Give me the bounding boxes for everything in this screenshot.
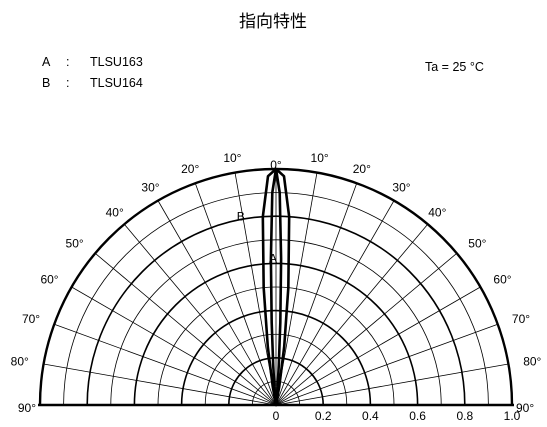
angle-label-right-20: 20° xyxy=(353,162,371,176)
chart-title: 指向特性 xyxy=(239,12,307,32)
angle-label-left-70: 70° xyxy=(22,312,40,326)
angle-line-60 xyxy=(275,286,481,406)
angle-label-right-30: 30° xyxy=(392,181,410,195)
polar-grid xyxy=(38,167,514,407)
angle-label-right-10: 10° xyxy=(311,151,329,165)
angle-line-50 xyxy=(275,252,458,406)
angle-label-right-80: 80° xyxy=(523,354,541,368)
angle-line-m40 xyxy=(123,223,277,406)
angle-line-m50 xyxy=(94,252,277,406)
angle-label-right-50: 50° xyxy=(468,237,486,251)
legend-name-b: TLSU164 xyxy=(90,76,143,90)
angle-label-left-60: 60° xyxy=(40,273,58,287)
angle-label-0: 0° xyxy=(270,158,282,172)
legend-sep-b: : xyxy=(66,76,69,90)
axis-labels: 0° 10° 10° 20° 20° 30° 30° 40° 40° 50° 50° 60° 60° 70… xyxy=(11,151,542,423)
angle-label-left-20: 20° xyxy=(181,162,199,176)
angle-label-left-80: 80° xyxy=(11,354,29,368)
radial-tick-label-3: 0.6 xyxy=(409,409,426,423)
series-curves xyxy=(261,167,291,407)
curve-labels: AB xyxy=(237,210,277,266)
angle-line-40 xyxy=(275,223,429,406)
angle-label-left-40: 40° xyxy=(106,206,124,220)
radial-tick-label-2: 0.4 xyxy=(362,409,379,423)
legend-key-a: A xyxy=(42,55,51,69)
angle-label-left-10: 10° xyxy=(223,151,241,165)
legend-sep-a: : xyxy=(66,55,69,69)
angle-line-30 xyxy=(275,200,395,406)
legend-key-b: B xyxy=(42,76,50,90)
angle-line-m30 xyxy=(157,200,277,406)
angle-label-left-50: 50° xyxy=(66,237,84,251)
angle-line-m80 xyxy=(43,363,277,406)
angle-label-right-70: 70° xyxy=(512,312,530,326)
legend-name-a: TLSU163 xyxy=(90,55,143,69)
angle-line-m60 xyxy=(71,286,277,406)
angle-line-80 xyxy=(275,363,509,406)
angle-label-right-90: 90° xyxy=(516,401,534,415)
angle-line-70 xyxy=(275,323,498,406)
radial-tick-label-0: 0 xyxy=(273,409,280,423)
curve-label-b: B xyxy=(237,210,245,224)
curve-label-a: A xyxy=(269,252,277,266)
temperature-condition: Ta = 25 °C xyxy=(425,60,484,74)
angle-label-left-30: 30° xyxy=(141,181,159,195)
angle-label-right-40: 40° xyxy=(428,206,446,220)
radial-tick-label-5: 1.0 xyxy=(504,409,521,423)
angle-label-left-90: 90° xyxy=(18,401,36,415)
angle-line-20 xyxy=(275,183,358,406)
angle-label-right-60: 60° xyxy=(493,273,511,287)
angle-line-m20 xyxy=(194,183,277,406)
radial-tick-label-1: 0.2 xyxy=(315,409,332,423)
legend: A : TLSU163 B : TLSU164 xyxy=(42,55,143,90)
angle-line-m70 xyxy=(54,323,277,406)
radial-tick-label-4: 0.8 xyxy=(456,409,473,423)
series-curve-b xyxy=(261,167,291,407)
